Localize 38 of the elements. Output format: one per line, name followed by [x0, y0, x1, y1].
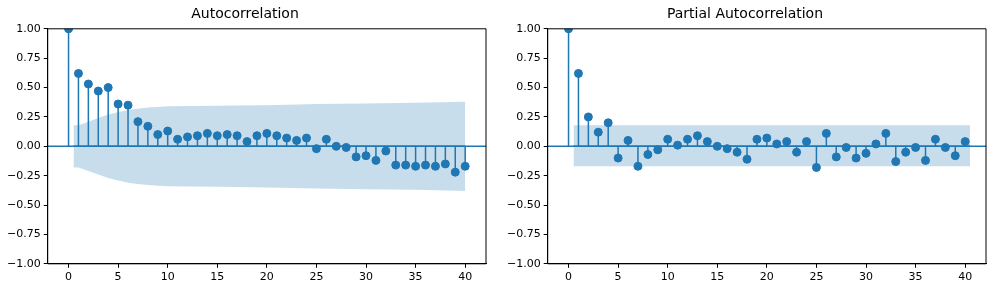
chart-title: Autocorrelation	[191, 5, 299, 22]
x-tick-label: 0	[65, 270, 73, 284]
y-tick-label: −0.50	[506, 197, 541, 211]
x-tick-label: 10	[660, 270, 675, 284]
x-tick-label: 40	[458, 270, 473, 284]
y-tick-label: 0.25	[16, 109, 41, 123]
x-tick-label: 40	[958, 270, 973, 284]
y-tick-label: 1.00	[16, 21, 41, 35]
y-tick-label: 0.75	[516, 51, 541, 65]
x-tick-label: 35	[408, 270, 423, 284]
x-tick-label: 25	[809, 270, 824, 284]
y-tick-label: 0.50	[16, 80, 41, 94]
y-tick-label: −1.00	[506, 256, 541, 270]
x-tick-label: 30	[859, 270, 874, 284]
x-tick-label: 10	[160, 270, 175, 284]
y-tick-label: 0.00	[16, 139, 41, 153]
y-tick-label: 0.50	[516, 80, 541, 94]
y-tick-label: −0.75	[6, 227, 41, 241]
y-tick-label: 0.00	[516, 139, 541, 153]
x-tick-label: 25	[309, 270, 324, 284]
x-tick-label: 20	[259, 270, 274, 284]
y-tick-label: −1.00	[6, 256, 41, 270]
y-tick-label: −0.75	[506, 227, 541, 241]
x-tick-label: 5	[114, 270, 122, 284]
x-tick-label: 30	[359, 270, 374, 284]
y-tick-label: −0.25	[506, 168, 541, 182]
y-tick-label: −0.50	[6, 197, 41, 211]
chart-title: Partial Autocorrelation	[666, 5, 824, 22]
x-tick-label: 20	[759, 270, 774, 284]
x-tick-label: 15	[710, 270, 725, 284]
y-tick-label: 1.00	[516, 21, 541, 35]
x-tick-label: 15	[210, 270, 225, 284]
y-tick-label: 0.75	[16, 51, 41, 65]
y-tick-label: −0.25	[6, 168, 41, 182]
x-tick-label: 5	[614, 270, 622, 284]
y-tick-label: 0.25	[516, 109, 541, 123]
x-tick-label: 0	[565, 270, 573, 284]
x-tick-label: 35	[908, 270, 923, 284]
